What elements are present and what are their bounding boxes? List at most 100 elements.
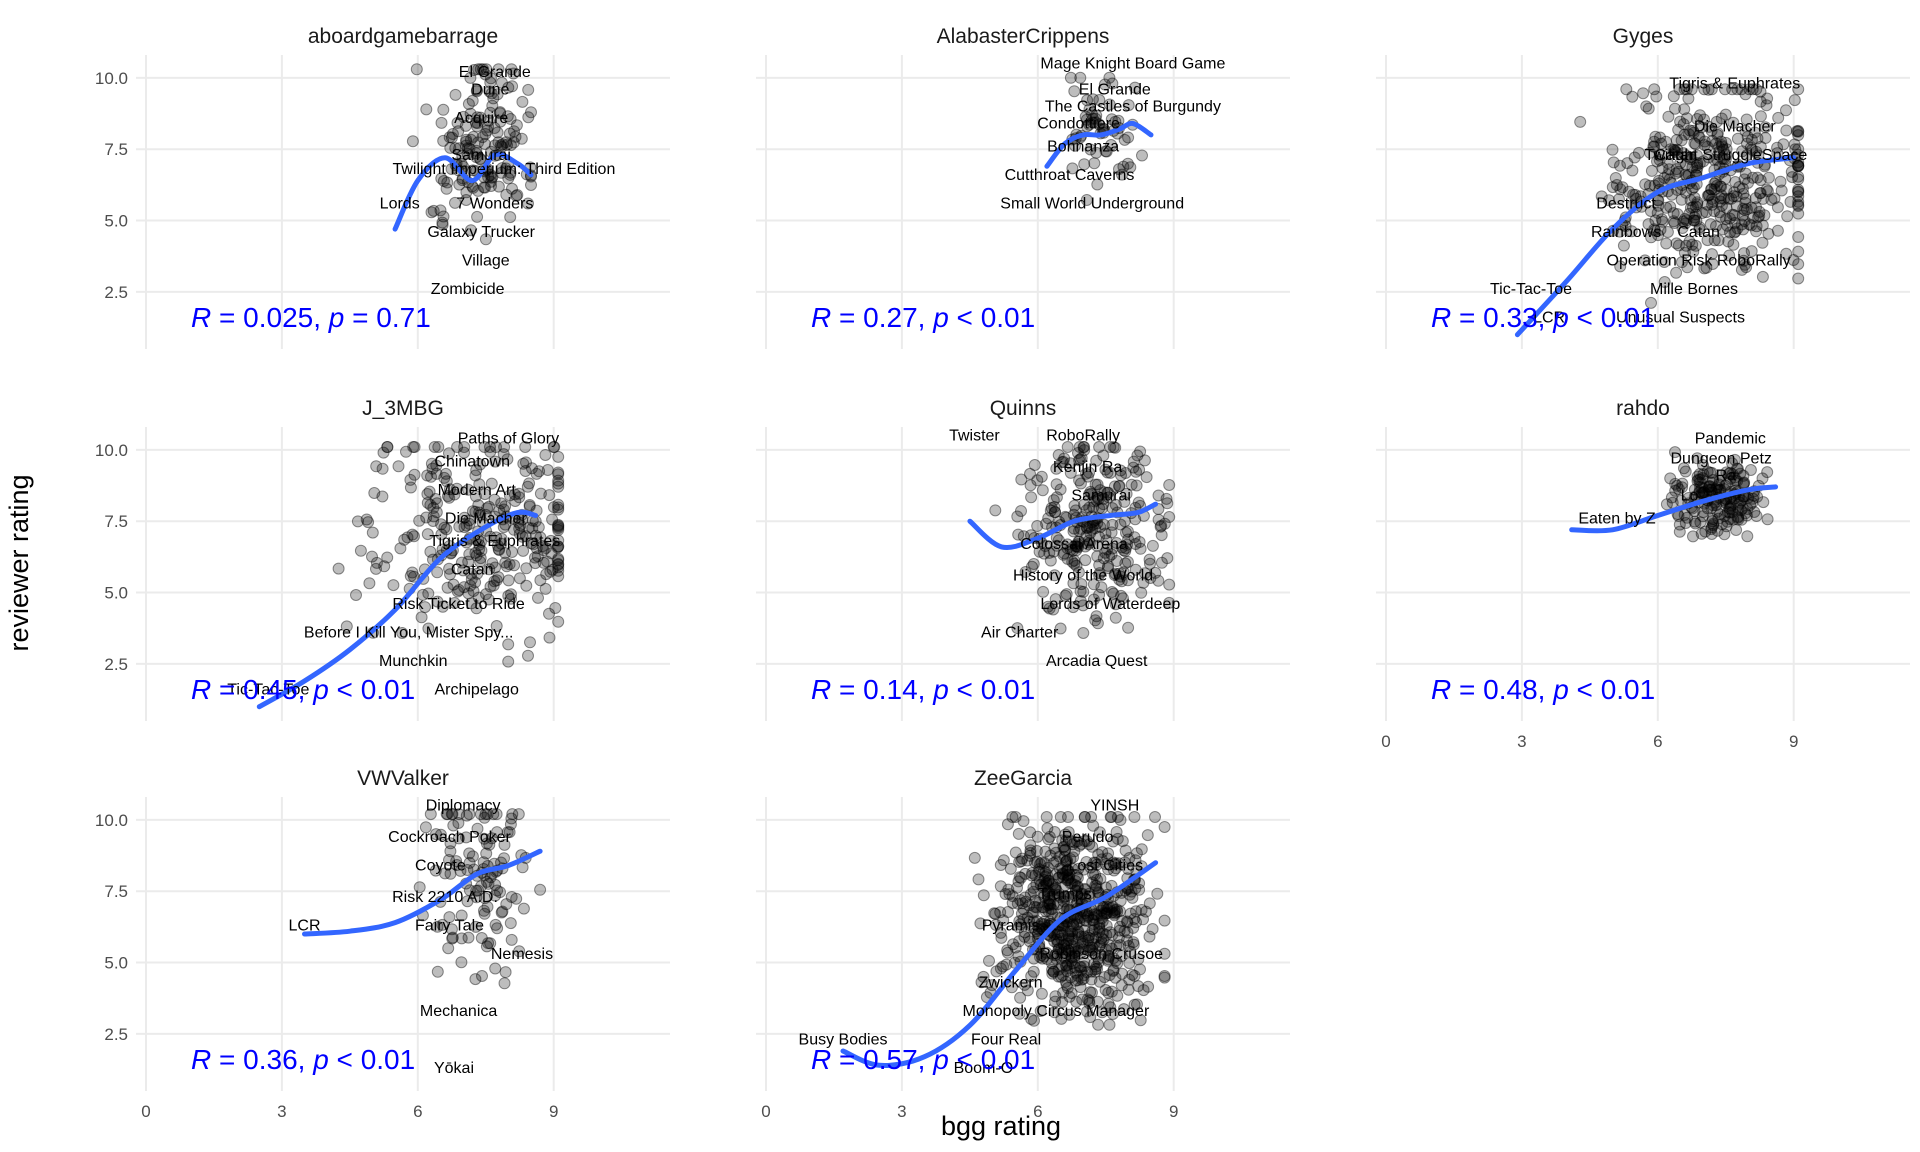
data-point: [430, 459, 443, 472]
data-point: [1095, 904, 1108, 917]
data-point: [1105, 942, 1118, 955]
data-point: [1043, 546, 1056, 559]
data-point: [1669, 167, 1682, 180]
data-point: [1726, 83, 1739, 96]
data-point: [484, 76, 497, 89]
data-point: [408, 468, 421, 481]
data-point: [1645, 231, 1658, 244]
data-point: [1026, 906, 1039, 919]
data-point: [1745, 245, 1758, 258]
data-point: [1094, 938, 1107, 951]
data-point: [1027, 885, 1040, 898]
data-point: [1118, 133, 1131, 146]
correlation-stat: R = 0.025, p = 0.71: [191, 302, 431, 333]
data-point: [530, 542, 543, 555]
data-point: [1081, 470, 1094, 483]
data-point: [1133, 536, 1146, 548]
data-point: [1074, 960, 1087, 973]
data-point: [539, 449, 552, 461]
data-point: [1083, 103, 1096, 116]
data-point: [552, 564, 565, 577]
data-point: [1113, 567, 1126, 580]
data-point: [1124, 945, 1137, 958]
data-point: [1073, 525, 1086, 537]
data-point: [1658, 171, 1671, 184]
data-point: [480, 847, 493, 860]
data-point: [437, 103, 450, 116]
y-tick-label: 5.0: [104, 954, 128, 973]
data-point: [1047, 545, 1060, 558]
data-point: [1061, 869, 1074, 882]
data-point: [1595, 190, 1608, 203]
data-point: [1013, 921, 1025, 934]
point-label: Yōkai: [434, 1060, 474, 1077]
data-point: [1083, 994, 1096, 1007]
data-point: [1101, 486, 1114, 499]
data-point: [1068, 85, 1081, 98]
point-label: Zwickern: [979, 975, 1043, 992]
data-point: [1614, 159, 1626, 172]
y-tick-label: 2.5: [104, 655, 128, 674]
data-point: [1115, 950, 1128, 962]
data-point: [464, 107, 477, 120]
data-point: [1792, 125, 1805, 138]
data-point: [1682, 92, 1695, 105]
data-point: [520, 562, 533, 575]
data-point: [988, 907, 1001, 920]
data-point: [1077, 599, 1090, 612]
data-point: [1702, 120, 1715, 133]
data-point: [1028, 1014, 1040, 1027]
data-point: [552, 519, 565, 532]
data-point: [1716, 152, 1729, 165]
data-point: [498, 852, 510, 865]
point-label: Samurai: [451, 147, 511, 164]
data-point: [519, 465, 532, 477]
data-point: [1064, 925, 1077, 938]
facet-title: Quinns: [990, 397, 1057, 420]
data-point: [1664, 200, 1677, 213]
data-point: [1014, 894, 1027, 907]
data-point: [1066, 951, 1079, 964]
data-point: [1099, 858, 1112, 871]
data-point: [502, 81, 515, 94]
data-point: [443, 483, 456, 496]
data-point: [1024, 467, 1036, 480]
data-point: [1116, 168, 1128, 181]
data-point: [1025, 970, 1038, 983]
data-point: [1068, 845, 1081, 858]
data-point: [1122, 533, 1135, 546]
data-point: [1089, 963, 1102, 976]
data-point: [475, 932, 488, 944]
data-point: [533, 465, 546, 478]
data-point: [362, 516, 375, 529]
data-point: [1108, 480, 1121, 493]
point-label: Acquire: [454, 110, 508, 127]
data-point: [1762, 227, 1775, 240]
data-point: [1030, 925, 1043, 938]
data-point: [1152, 513, 1165, 526]
data-point: [1015, 473, 1028, 486]
data-point: [1113, 905, 1126, 918]
data-point: [479, 508, 492, 521]
data-point: [552, 615, 565, 628]
data-point: [1068, 836, 1081, 849]
data-point: [1078, 960, 1091, 973]
data-point: [503, 558, 516, 571]
data-point: [1754, 95, 1767, 108]
data-point: [530, 467, 543, 480]
data-point: [1102, 997, 1115, 1010]
data-point: [1102, 486, 1115, 499]
data-point: [1115, 589, 1127, 602]
data-point: [1036, 901, 1049, 914]
data-point: [1084, 527, 1097, 539]
data-point: [452, 832, 465, 845]
data-point: [505, 592, 517, 605]
data-point: [1048, 882, 1061, 895]
data-point: [1044, 902, 1057, 915]
smooth-line: [1569, 484, 1779, 534]
data-point: [1672, 483, 1685, 496]
data-point: [1705, 83, 1718, 96]
data-point: [1066, 162, 1079, 175]
data-point: [1733, 181, 1746, 193]
point-label: Operation Risk RoboRally: [1607, 253, 1791, 270]
